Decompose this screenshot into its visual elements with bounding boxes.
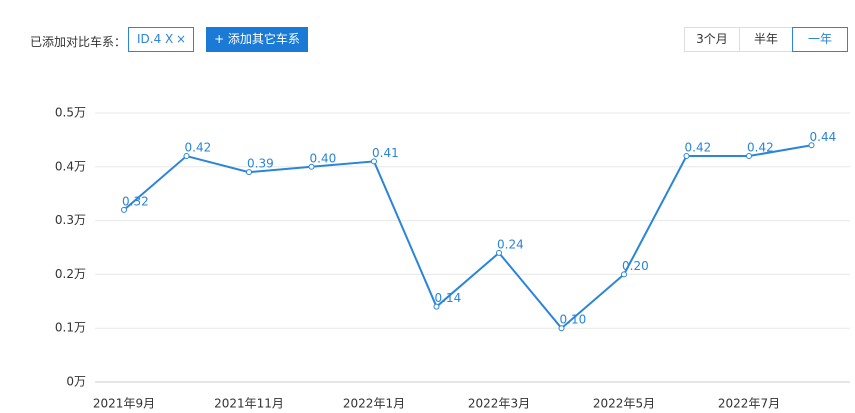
data-label: 0.42 [185,141,212,155]
x-tick-label: 2022年5月 [593,397,655,411]
data-label: 0.41 [372,146,399,160]
range-button[interactable]: 一年 [792,27,848,52]
y-tick-label: 0万 [66,375,86,389]
point [683,153,690,160]
line [123,144,812,330]
y-tick-label: 0.2万 [55,267,86,281]
y-tick-label: 0.4万 [55,159,86,173]
x-tick-label: 2022年7月 [718,397,780,411]
data-label: 0.20 [622,259,649,273]
data-label: 0.10 [560,313,587,327]
range-switch: 3个月 半年 一年 [684,27,848,52]
tag-text: ID.4 X [137,32,174,46]
point [496,249,502,256]
point [746,153,752,160]
data-label: 0.40 [310,151,337,165]
data-label: 0.39 [247,157,274,171]
point [808,142,815,149]
point [371,158,377,165]
series-tag[interactable]: ID.4 X × [128,27,194,52]
data-label: 0.42 [685,141,712,155]
x-tick-label: 2021年9月 [93,397,155,411]
point [621,271,627,278]
x-tick-label: 2022年1月 [343,397,405,411]
add-series-button[interactable]: + 添加其它车系 [206,27,308,52]
point [558,325,565,332]
point [246,169,252,176]
y-tick-label: 0.5万 [55,106,86,120]
data-label: 0.44 [810,130,837,144]
x-tick-label: 2022年3月 [468,397,530,411]
data-label: 0.14 [435,291,462,305]
data-label: 0.32 [122,194,149,208]
data-label: 0.24 [497,237,524,251]
point [433,303,440,310]
compare-label: 已添加对比车系： [30,35,127,49]
point [308,163,315,170]
data-label: 0.42 [747,141,774,155]
point [121,206,127,213]
point [183,153,190,160]
tag-close[interactable]: × [175,32,186,46]
x-tick-label: 2021年11月 [214,397,284,411]
y-tick-label: 0.1万 [55,321,86,335]
y-tick-label: 0.3万 [55,213,86,227]
